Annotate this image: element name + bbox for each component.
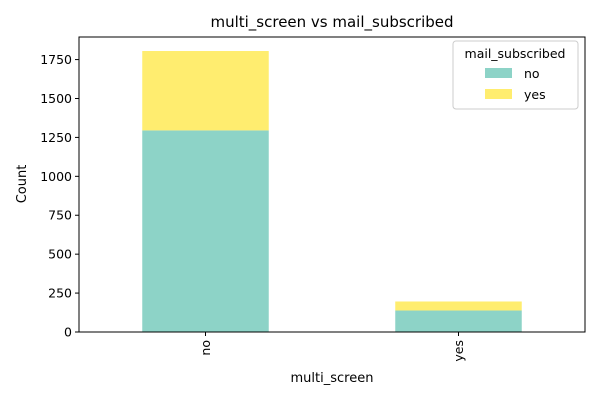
chart-title: multi_screen vs mail_subscribed — [210, 13, 453, 32]
plot-frame — [78, 36, 586, 333]
y-tick-label: 1500 — [40, 91, 72, 106]
y-tick-label: 250 — [48, 286, 72, 301]
bar-no-no — [142, 130, 269, 332]
y-tick-label: 1000 — [40, 169, 72, 184]
y-tick-label: 750 — [48, 208, 72, 223]
legend-swatch-yes — [485, 89, 512, 99]
y-axis: 0 250 500 750 1000 1250 1500 1750 — [40, 52, 79, 340]
legend-entries: no yes — [485, 66, 546, 102]
x-tick-label: yes — [451, 340, 466, 362]
x-axis-label: multi_screen — [291, 371, 374, 386]
x-tick-label: no — [198, 340, 213, 356]
bar-yes-no — [395, 310, 522, 332]
y-axis-label: Count — [15, 165, 30, 204]
legend-swatch-no — [485, 68, 512, 78]
legend-label-yes: yes — [524, 87, 546, 102]
bar-yes-yes — [395, 301, 522, 311]
x-axis: no yes — [198, 332, 466, 362]
bar-no-yes — [142, 51, 269, 131]
y-tick-label: 500 — [48, 247, 72, 262]
y-tick-label: 0 — [64, 325, 72, 340]
y-tick-label: 1750 — [40, 52, 72, 67]
bars-layer — [142, 51, 522, 332]
legend-title: mail_subscribed — [465, 46, 566, 61]
y-tick-label: 1250 — [40, 130, 72, 145]
legend-label-no: no — [524, 66, 540, 81]
legend-box — [452, 40, 579, 110]
legend: mail_subscribed no yes — [452, 40, 579, 110]
